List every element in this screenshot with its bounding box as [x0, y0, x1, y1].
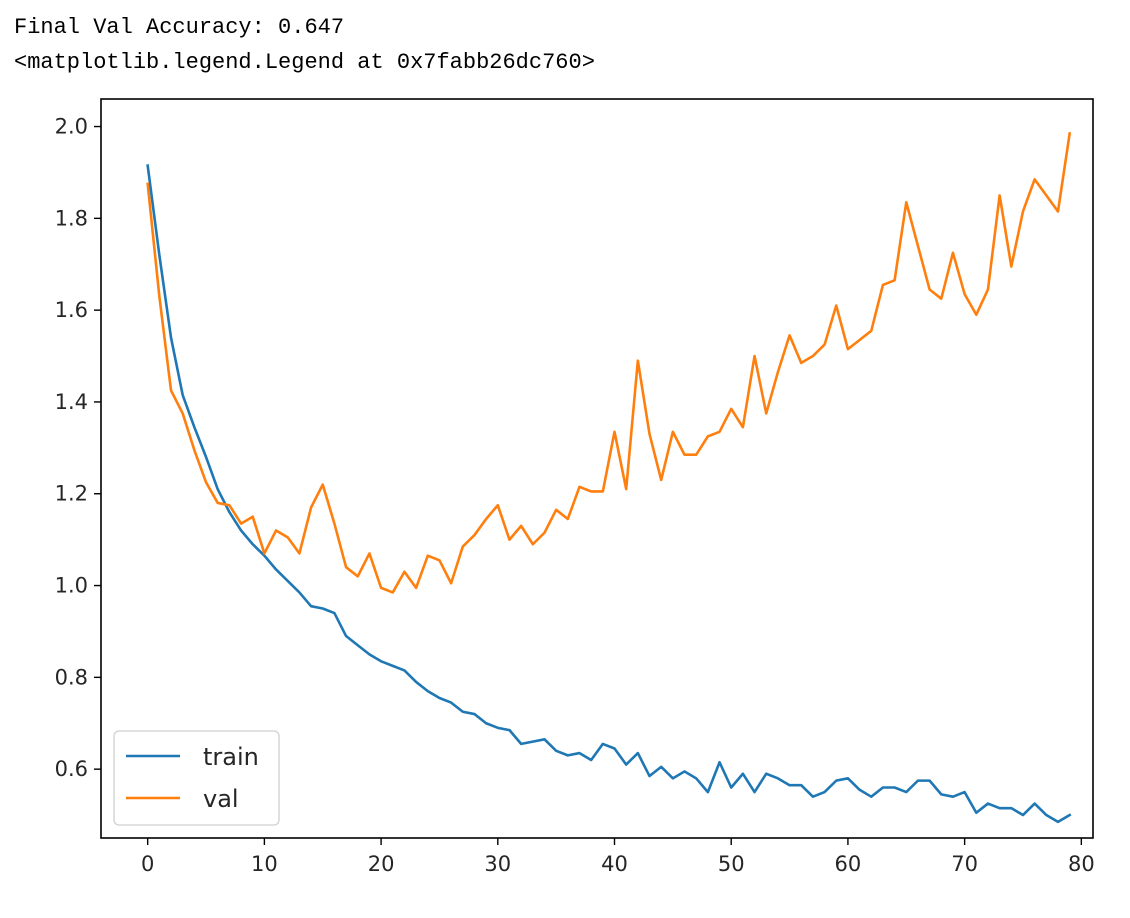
- y-tick-label: 1.2: [55, 482, 88, 506]
- y-axis: 0.6 0.8 1.0 1.2 1.4 1.6 1.8 2.0: [55, 115, 101, 781]
- y-tick-label: 1.4: [55, 390, 88, 414]
- accuracy-output-text: Final Val Accuracy: 0.647: [14, 15, 345, 40]
- x-tick-label: 10: [251, 852, 278, 876]
- legend: train val: [113, 730, 280, 826]
- legend-repr-output-text: <matplotlib.legend.Legend at 0x7fabb26dc…: [14, 50, 595, 75]
- axes-frame: [100, 98, 1094, 839]
- y-tick-label: 1.6: [55, 298, 88, 322]
- series-line-val: [146, 131, 1072, 594]
- y-tick-label: 2.0: [55, 115, 88, 139]
- series-line-train: [146, 164, 1072, 824]
- x-axis: 0 10 20 30 40 50 60 70 80: [141, 838, 1095, 876]
- series-lines: [146, 131, 1072, 824]
- x-tick-label: 80: [1068, 852, 1095, 876]
- x-tick-label: 30: [484, 852, 511, 876]
- legend-box: [113, 730, 280, 826]
- y-tick-label: 1.8: [55, 206, 88, 230]
- x-tick-label: 40: [601, 852, 628, 876]
- y-tick-label: 0.6: [55, 757, 88, 781]
- legend-label-val: val: [203, 785, 239, 813]
- x-tick-label: 0: [141, 852, 154, 876]
- x-tick-label: 60: [835, 852, 862, 876]
- x-tick-label: 20: [368, 852, 395, 876]
- x-tick-label: 50: [718, 852, 745, 876]
- y-tick-label: 0.8: [55, 665, 88, 689]
- x-tick-label: 70: [951, 852, 978, 876]
- legend-label-train: train: [203, 743, 259, 771]
- y-tick-label: 1.0: [55, 574, 88, 598]
